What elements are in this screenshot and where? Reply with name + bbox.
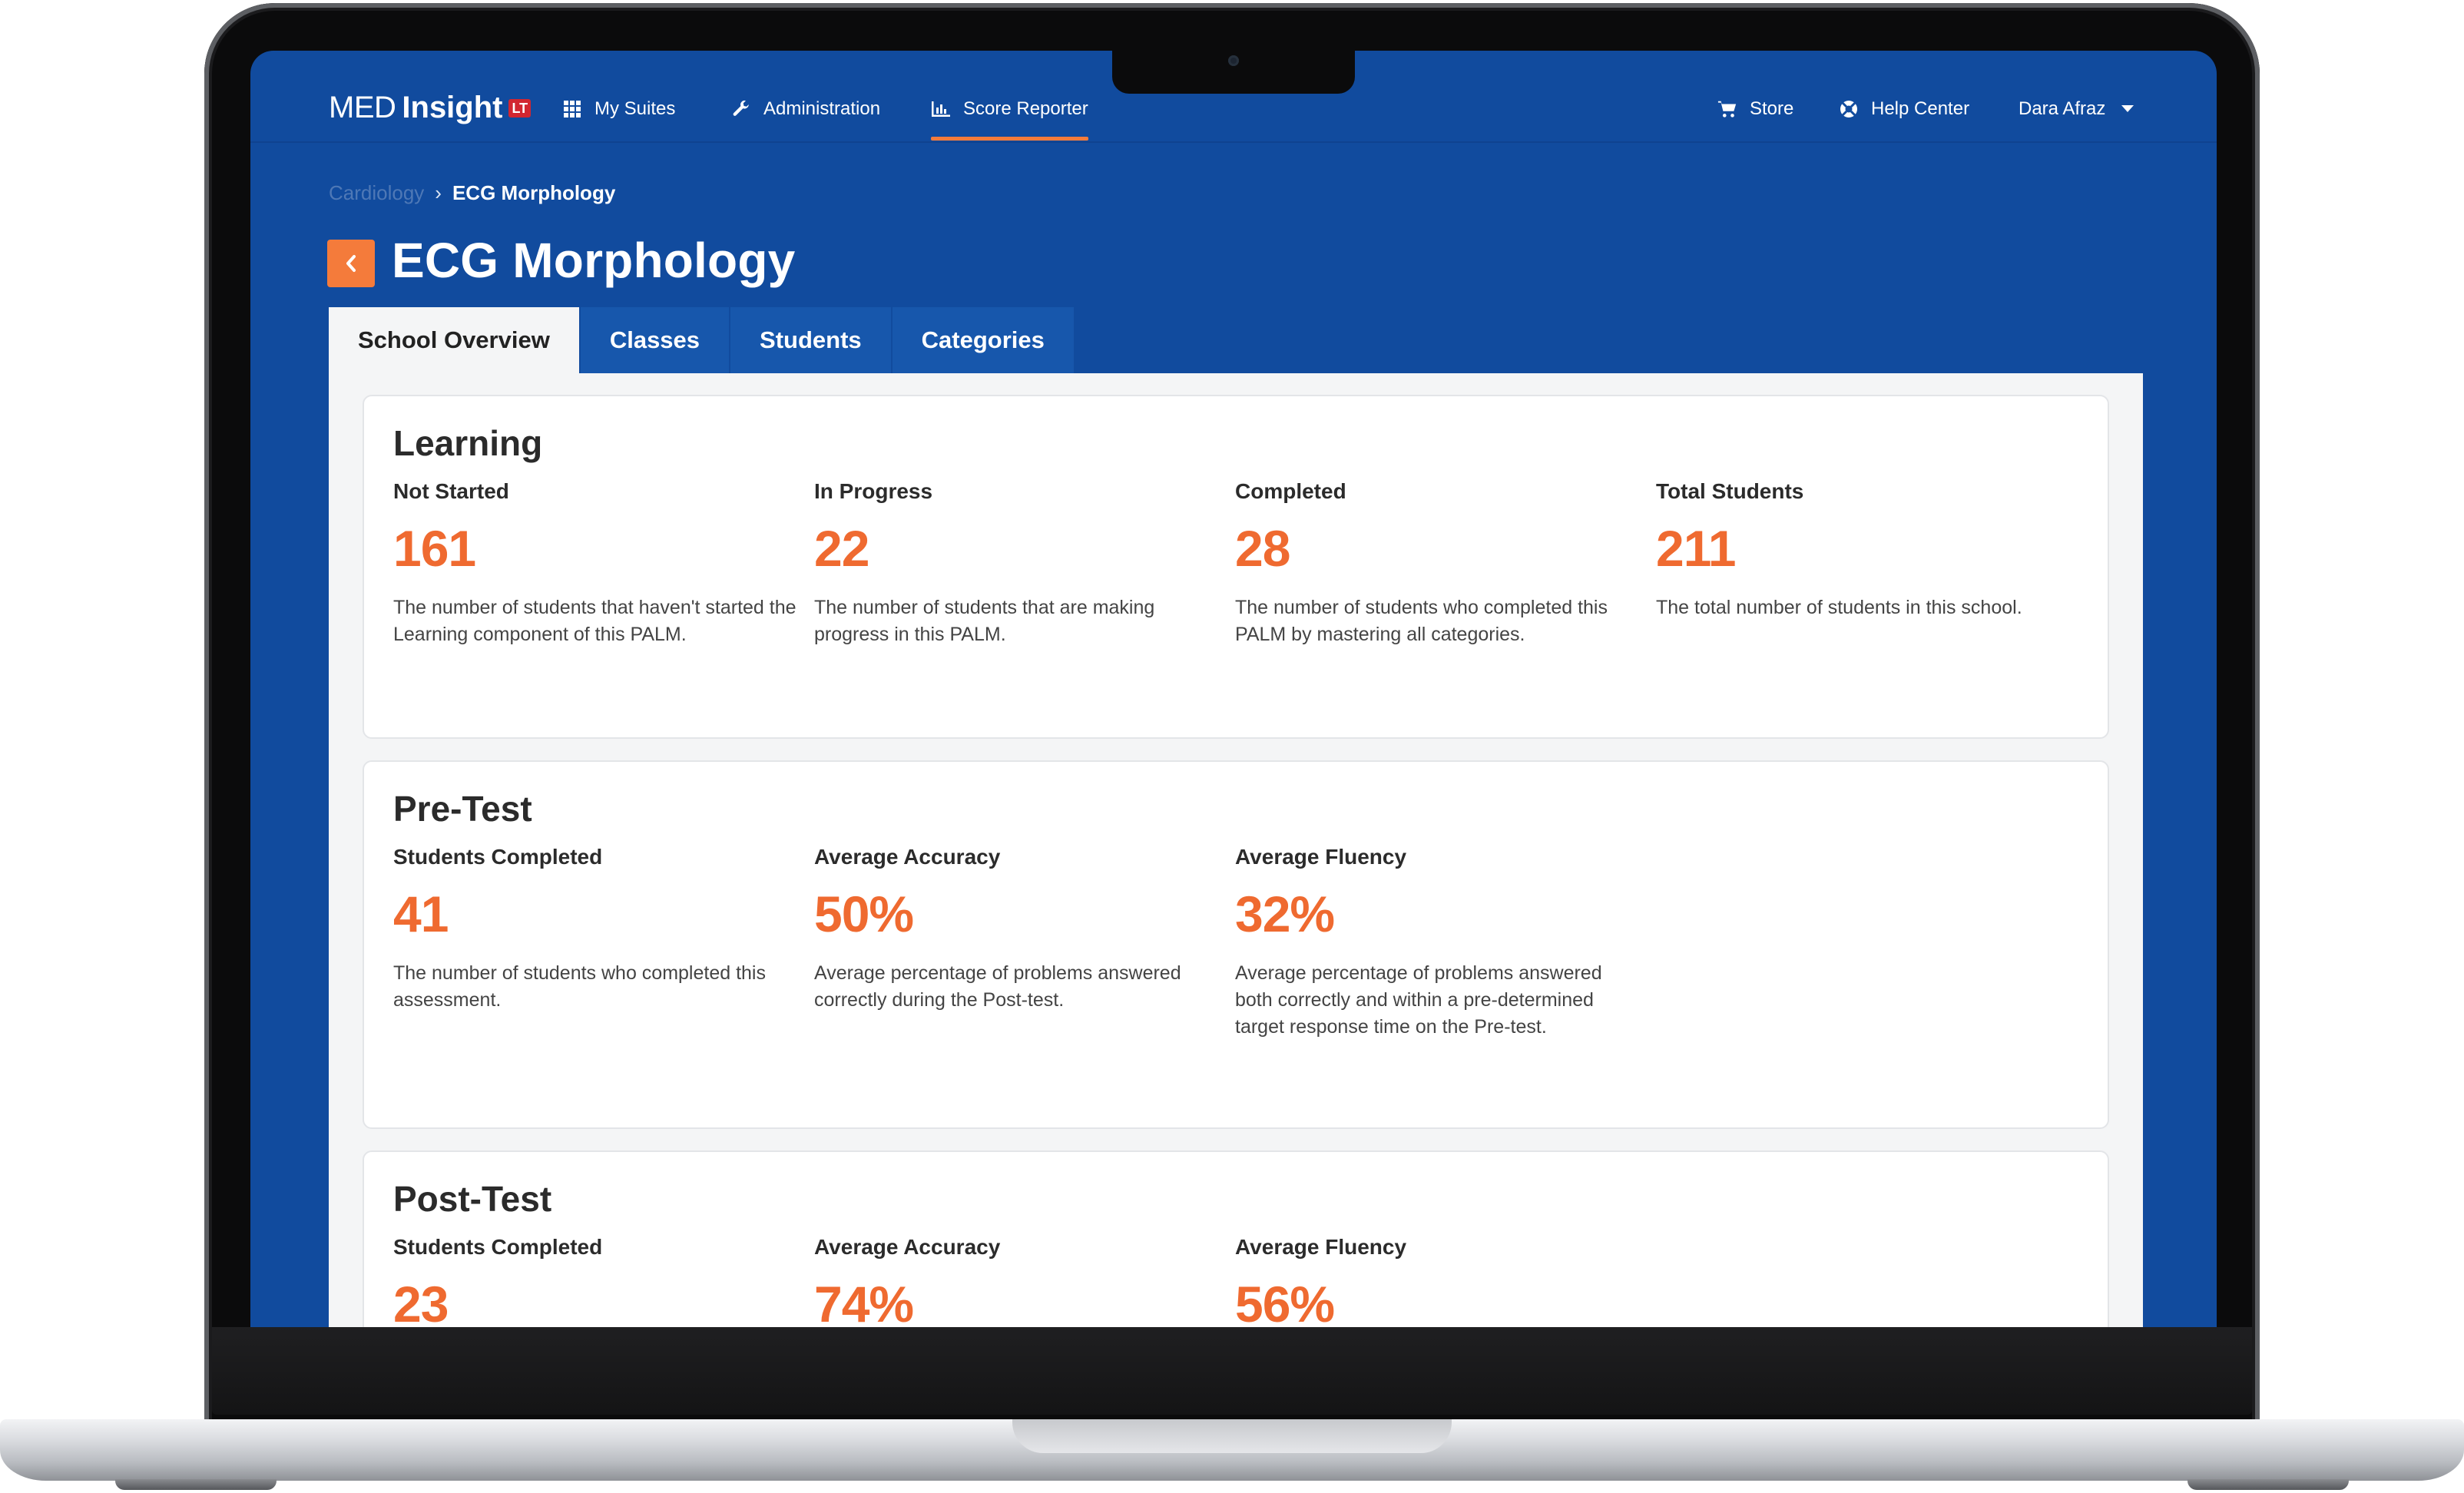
nav-store[interactable]: Store [1717, 94, 1793, 124]
stat-description: The number of students that are making p… [814, 597, 1155, 645]
breadcrumb: Cardiology › ECG Morphology [329, 181, 615, 205]
stat-description: The number of students who completed thi… [393, 962, 766, 1011]
stat-total-students: Total Students 211 The total number of s… [1656, 479, 2063, 621]
tab-bar: School Overview Classes Students Categor… [329, 307, 1075, 373]
stat-label: Completed [1235, 479, 1346, 503]
breadcrumb-parent[interactable]: Cardiology [329, 181, 425, 204]
nav-administration[interactable]: Administration [731, 94, 880, 124]
page-title: ECG Morphology [392, 233, 796, 288]
stat-label: Average Accuracy [814, 1235, 1001, 1259]
grid-icon [562, 99, 582, 119]
stat-label: Not Started [393, 479, 509, 503]
learning-card: Learning Not Started 161 The number of s… [363, 395, 2109, 739]
stat-value: 28 [1235, 520, 1290, 577]
stat-not-started: Not Started 161 The number of students t… [393, 479, 800, 648]
learning-title: Learning [393, 423, 543, 463]
nav-score-reporter[interactable]: Score Reporter [931, 94, 1088, 141]
breadcrumb-current: ECG Morphology [452, 181, 616, 204]
chevron-left-icon [346, 255, 356, 272]
nav-administration-label: Administration [763, 98, 881, 119]
stat-label: Average Fluency [1235, 1235, 1407, 1259]
stat-label: Total Students [1656, 479, 1804, 503]
stat-average-fluency: Average Fluency 32% Average percentage o… [1235, 845, 1642, 1041]
stat-label: Average Fluency [1235, 845, 1407, 869]
stat-value: 56% [1235, 1276, 1335, 1327]
stat-label: Students Completed [393, 1235, 603, 1259]
caret-down-icon [2118, 99, 2138, 119]
stat-value: 74% [814, 1276, 914, 1327]
lifebuoy-icon [1839, 99, 1859, 119]
nav-help-center-label: Help Center [1871, 98, 1970, 119]
laptop-foot [2187, 1479, 2349, 1490]
app-logo[interactable]: MED Insight LT [329, 91, 532, 125]
stat-label: Average Accuracy [814, 845, 1001, 869]
stat-value: 23 [393, 1276, 449, 1327]
back-button[interactable] [327, 240, 375, 287]
camera-icon [1228, 55, 1239, 66]
posttest-title: Post-Test [393, 1179, 552, 1219]
stat-value: 161 [393, 520, 476, 577]
bar-chart-icon [931, 99, 951, 119]
tab-categories[interactable]: Categories [892, 307, 1074, 373]
content-panel: Learning Not Started 161 The number of s… [329, 373, 2143, 1327]
stat-description: Average percentage of problems answered … [814, 962, 1181, 1011]
stat-average-accuracy: Average Accuracy 50% Average percentage … [814, 845, 1221, 1014]
stat-students-completed: Students Completed 23 [393, 1235, 800, 1327]
user-menu[interactable]: Dara Afraz [2019, 94, 2138, 124]
stat-in-progress: In Progress 22 The number of students th… [814, 479, 1221, 648]
camera-notch [1112, 49, 1355, 94]
logo-badge: LT [508, 98, 532, 118]
logo-med: MED [329, 91, 396, 124]
nav-my-suites[interactable]: My Suites [562, 94, 675, 124]
stat-value: 22 [814, 520, 869, 577]
logo-insight: Insight [402, 91, 503, 124]
laptop-opening-notch [1012, 1419, 1452, 1453]
stat-students-completed: Students Completed 41 The number of stud… [393, 845, 800, 1014]
breadcrumb-separator: › [435, 181, 442, 204]
top-navbar: MED Insight LT My Suites Administration Sc… [250, 51, 2217, 143]
stat-description: The number of students who completed thi… [1235, 597, 1608, 645]
nav-score-reporter-label: Score Reporter [963, 98, 1088, 119]
screen: MED Insight LT My Suites Administration Sc… [250, 51, 2217, 1327]
stat-description: The number of students that haven't star… [393, 597, 796, 645]
user-name: Dara Afraz [2019, 98, 2106, 119]
cart-icon [1717, 99, 1737, 119]
laptop-chin [212, 1327, 2252, 1415]
nav-store-label: Store [1750, 98, 1794, 119]
posttest-card: Post-Test Students Completed 23 Average … [363, 1150, 2109, 1327]
tab-classes[interactable]: Classes [580, 307, 730, 373]
pretest-card: Pre-Test Students Completed 41 The numbe… [363, 760, 2109, 1129]
wrench-icon [731, 99, 751, 119]
stat-label: Students Completed [393, 845, 603, 869]
pretest-title: Pre-Test [393, 789, 532, 829]
stat-label: In Progress [814, 479, 933, 503]
stat-description: The total number of students in this sch… [1656, 597, 2022, 618]
stat-completed: Completed 28 The number of students who … [1235, 479, 1642, 648]
stat-value: 211 [1656, 520, 1736, 577]
stat-average-accuracy: Average Accuracy 74% [814, 1235, 1221, 1327]
nav-help-center[interactable]: Help Center [1839, 94, 1969, 124]
tab-school-overview[interactable]: School Overview [329, 307, 579, 373]
tab-students[interactable]: Students [730, 307, 891, 373]
laptop-foot [115, 1479, 277, 1490]
nav-my-suites-label: My Suites [594, 98, 676, 119]
stat-value: 41 [393, 886, 449, 942]
stat-value: 32% [1235, 886, 1335, 942]
stat-average-fluency: Average Fluency 56% [1235, 1235, 1642, 1327]
stat-value: 50% [814, 886, 914, 942]
stat-description: Average percentage of problems answered … [1235, 962, 1602, 1038]
